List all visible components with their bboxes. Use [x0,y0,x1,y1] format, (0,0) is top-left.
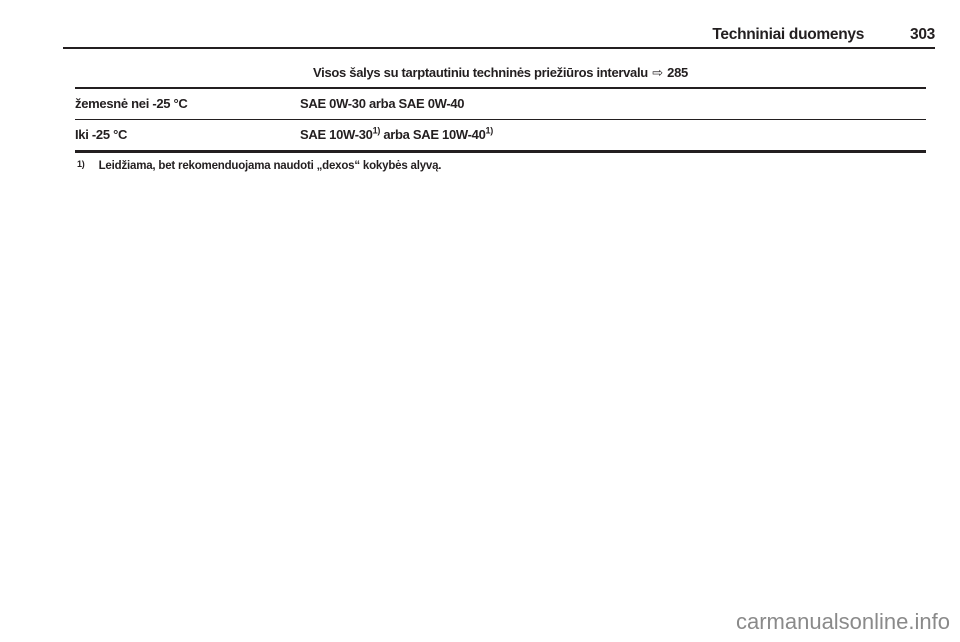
cross-reference-arrow-icon: ⇨ [652,65,663,80]
footnote-reference: 1) [485,125,494,136]
table-caption: Visos šalys su tarptautiniu techninės pr… [75,49,926,89]
temperature-range-label: žemesnė nei -25 °C [75,96,188,111]
footnote-marker: 1) [77,159,85,169]
oil-viscosity-table: Visos šalys su tarptautiniu techninės pr… [75,49,926,153]
oil-grade-text: SAE 10W-30 [300,127,373,142]
temperature-range-label: Iki -25 °C [75,127,128,142]
page-number: 303 [910,25,935,43]
oil-grade-value: SAE 0W-30 arba SAE 0W-40 [300,96,465,111]
table-caption-text: Visos šalys su tarptautiniu techninės pr… [313,65,648,80]
table-row: žemesnė nei -25 °C SAE 0W-30 arba SAE 0W… [75,89,926,120]
cross-reference-page: 285 [667,65,688,80]
watermark-text: carmanualsonline.info [735,609,950,634]
table-row: Iki -25 °C SAE 10W-301) arba SAE 10W-401… [75,120,926,153]
page-title: Techniniai duomenys [712,25,865,43]
oil-grade-text: arba SAE 10W-40 [380,127,486,142]
page-header: Techniniai duomenys 303 [63,0,935,49]
footnote-reference: 1) [372,125,381,136]
oil-grade-value: SAE 10W-301) arba SAE 10W-401) [300,125,926,142]
footnote: 1) Leidžiama, bet rekomenduojama naudoti… [77,159,442,172]
footnote-text: Leidžiama, bet rekomenduojama naudoti „d… [98,160,442,172]
